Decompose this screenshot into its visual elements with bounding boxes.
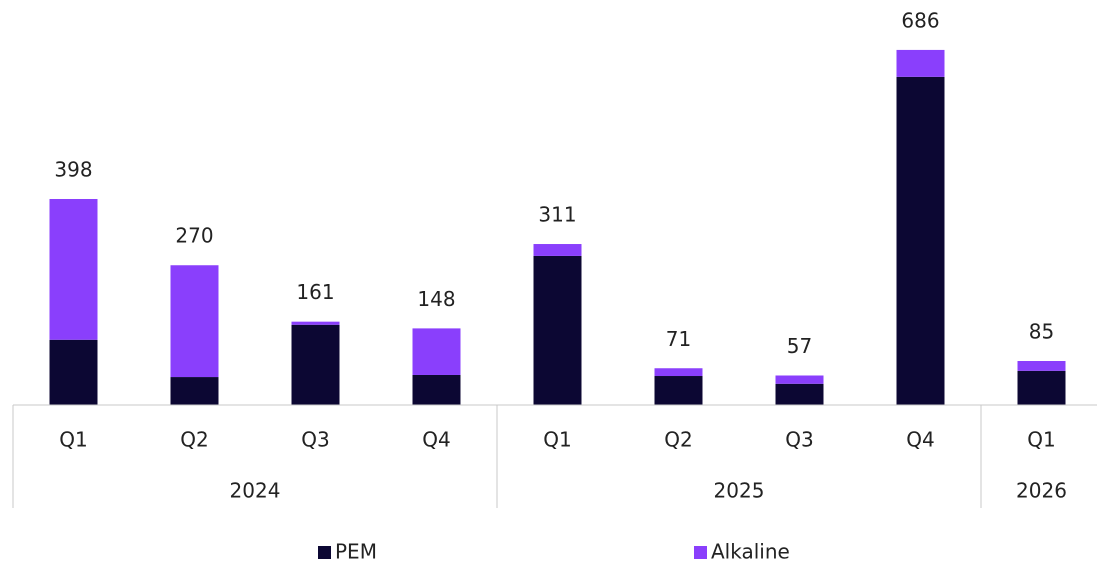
total-label: 148 <box>417 287 455 311</box>
legend-swatch <box>318 546 331 559</box>
total-label: 270 <box>175 224 213 248</box>
bar-segment <box>654 376 703 405</box>
total-label: 85 <box>1029 320 1054 344</box>
legend-label: Alkaline <box>711 540 790 563</box>
group-label: 2025 <box>714 479 765 503</box>
x-tick-label: Q2 <box>180 428 208 452</box>
bar-segment <box>412 328 461 375</box>
x-tick-label: Q2 <box>664 428 692 452</box>
x-tick-label: Q1 <box>543 428 571 452</box>
legend-swatch <box>694 546 707 559</box>
x-tick-label: Q3 <box>301 428 329 452</box>
bar-segment <box>896 76 945 405</box>
total-label: 71 <box>666 327 691 351</box>
x-tick-label: Q4 <box>906 428 934 452</box>
x-tick-label: Q3 <box>785 428 813 452</box>
bar-segment <box>1017 361 1066 371</box>
bar-segment <box>896 49 945 77</box>
bar-segment <box>775 375 824 384</box>
bar-segment <box>291 321 340 325</box>
total-label: 311 <box>538 203 576 227</box>
bar-segment <box>49 198 98 340</box>
total-label: 57 <box>787 334 812 358</box>
bar-segment <box>654 368 703 377</box>
bar-segment <box>775 383 824 405</box>
group-label: 2024 <box>230 479 281 503</box>
bar-segment <box>412 374 461 405</box>
bar-segment <box>533 244 582 256</box>
group-label: 2026 <box>1016 479 1067 503</box>
bar-segment <box>49 339 98 405</box>
x-tick-label: Q1 <box>1027 428 1055 452</box>
bar-segment <box>170 377 219 405</box>
x-tick-label: Q4 <box>422 428 450 452</box>
x-tick-label: Q1 <box>59 428 87 452</box>
total-label: 398 <box>54 157 92 181</box>
bar-segment <box>1017 370 1066 405</box>
total-label: 161 <box>296 280 334 304</box>
legend-label: PEM <box>335 540 377 563</box>
bar-segment <box>533 255 582 405</box>
total-label: 686 <box>901 8 939 32</box>
bar-segment <box>291 324 340 405</box>
bar-segment <box>170 265 219 378</box>
